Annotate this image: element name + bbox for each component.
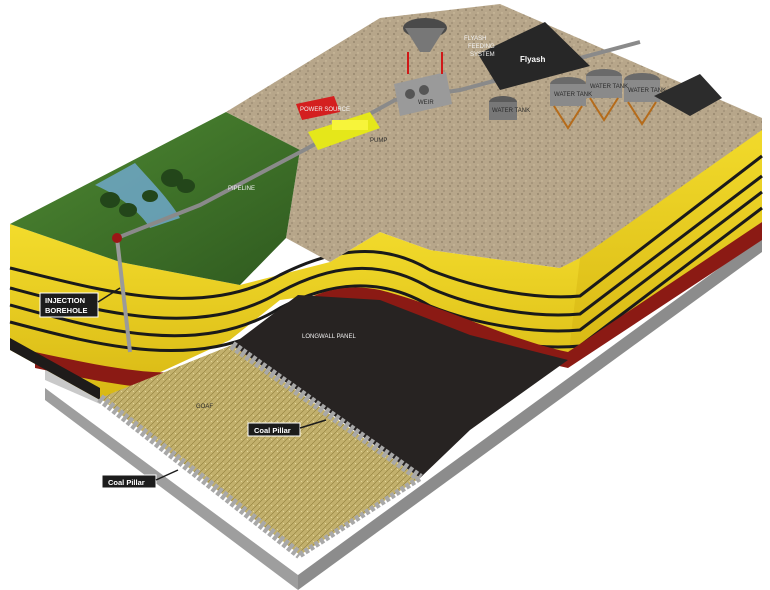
label-pump: PUMP: [370, 138, 387, 144]
base-slab-right: [298, 237, 762, 590]
tank-stands: [553, 97, 657, 130]
label-feeding-system-1: FLYASH: [464, 36, 486, 42]
label-coal-pillar-left: Coal Pillar: [108, 478, 145, 487]
label-water-tank-2: WATER TANK: [554, 92, 592, 98]
label-feeding-system-3: SYSTEM: [470, 52, 495, 58]
far-dark-mound: [654, 74, 722, 116]
label-power-source: POWER SOURCE: [300, 107, 350, 113]
label-longwall-panel: LONGWALL PANEL: [302, 334, 356, 340]
label-feeding-system-2: FEEDING: [468, 44, 495, 50]
left-strata-face: [10, 224, 580, 400]
flyash-pile: [478, 22, 590, 90]
coal-pillar-border-left: [97, 394, 303, 559]
coal-pillar-callout-left: Coal Pillar: [101, 469, 179, 489]
label-water-tank-3: WATER TANK: [590, 84, 628, 90]
hopper: [403, 18, 447, 74]
longwall-panel: [232, 295, 568, 478]
borehole-head: [112, 233, 122, 243]
label-water-tank-1: WATER TANK: [492, 108, 530, 114]
label-weir: WEIR: [418, 100, 434, 106]
trees: [100, 169, 195, 217]
red-layer: [35, 222, 762, 389]
water-tank-main: [489, 96, 517, 120]
label-injection-line1: INJECTION: [45, 296, 85, 305]
label-coal-pillar-right: Coal Pillar: [254, 426, 291, 435]
surface-gravel: [226, 4, 762, 268]
label-borehole-line2: BOREHOLE: [45, 306, 88, 315]
power-source: [296, 96, 340, 120]
label-flyash: Flyash: [520, 55, 545, 64]
right-strata-face: [560, 118, 762, 360]
pump: [308, 112, 380, 150]
injection-borehole-callout: INJECTION BOREHOLE: [39, 287, 121, 318]
label-goaf: GOAF: [196, 404, 213, 410]
coal-pillar-callout-right: Coal Pillar: [247, 419, 327, 437]
injection-borehole-pipe: [115, 237, 132, 353]
weir: [394, 72, 452, 116]
base-slab-front: [45, 388, 298, 590]
label-water-tank-4: WATER TANK: [628, 88, 666, 94]
coal-pillar-border-right: [229, 341, 423, 482]
river: [95, 163, 180, 228]
label-pipeline: PIPELINE: [228, 186, 255, 192]
goaf-area: [100, 345, 420, 555]
water-tanks-row: [550, 69, 660, 106]
dark-base-layer: [10, 338, 100, 400]
